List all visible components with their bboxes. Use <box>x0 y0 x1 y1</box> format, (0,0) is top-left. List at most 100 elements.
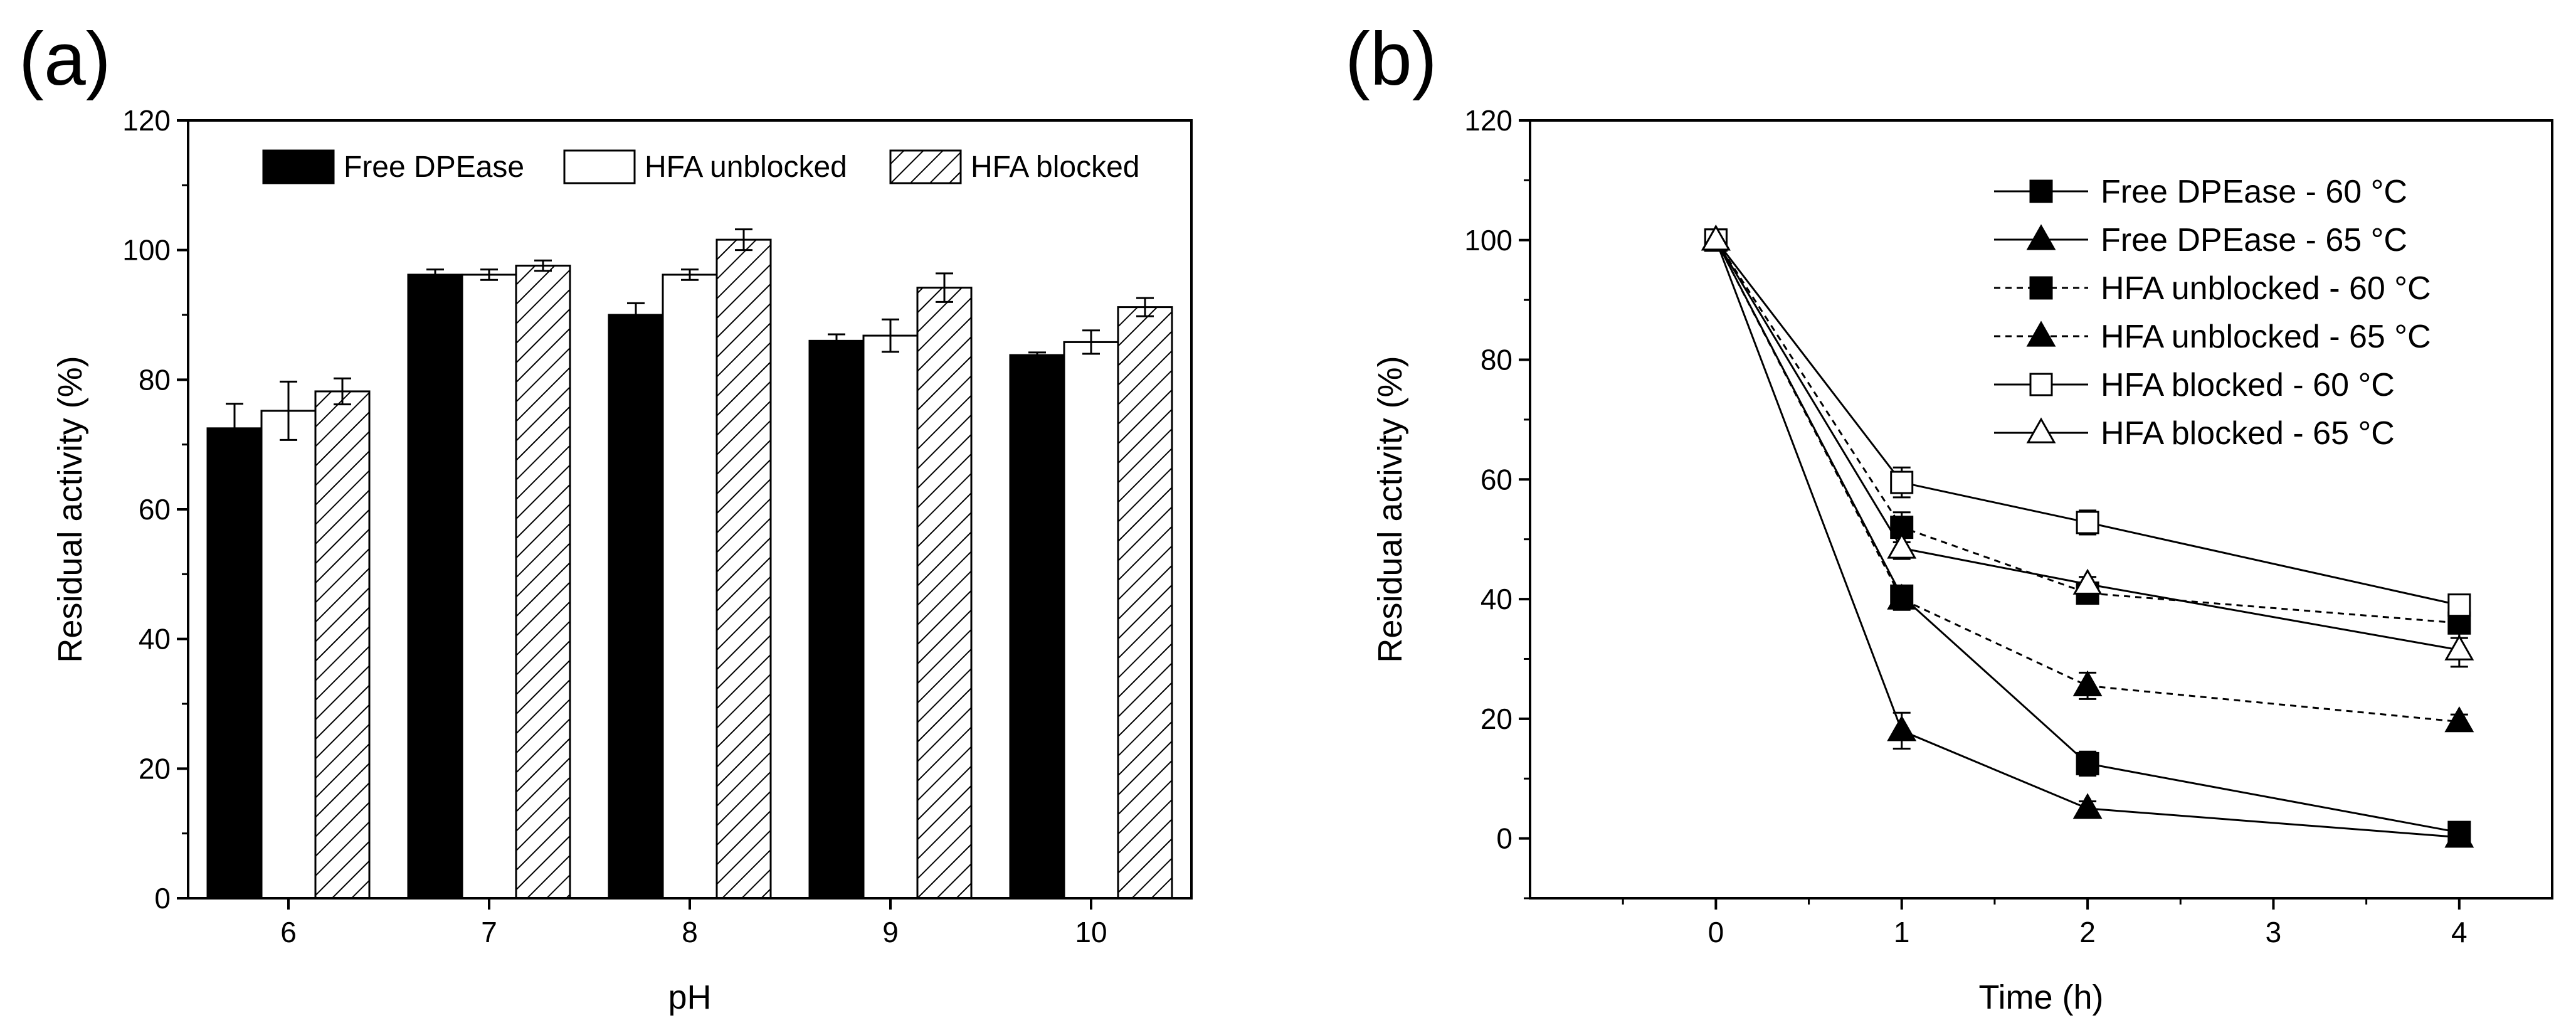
panel-b-point <box>2072 793 2103 819</box>
panel-b-legend-marker <box>2026 321 2056 347</box>
panel-b-y-tick-label: 0 <box>1496 822 1512 855</box>
panel-b-point <box>2444 822 2474 848</box>
panel-a: (a) 0 20 40 60 80 100 120 6 7 8 9 10 Free DPEase HFA … <box>19 17 1193 1016</box>
panel-a-bar <box>916 287 973 900</box>
panel-b-point <box>2444 634 2474 661</box>
panel-a-y-tick-label: 60 <box>139 493 171 526</box>
panel-b-series-line <box>1715 239 2459 624</box>
panel-a-bar <box>808 339 865 900</box>
panel-b-y-tick-label: 100 <box>1464 224 1512 257</box>
panel-b-x-axis-title: Time (h) <box>1979 979 2104 1016</box>
panel-b-legend-label: HFA blocked - 65 °C <box>2101 415 2395 452</box>
panel-b-x-tick-label: 0 <box>1708 916 1724 948</box>
panel-b-legend-marker <box>2029 276 2053 300</box>
panel-a-legend-label: HFA blocked <box>971 151 1139 184</box>
panel-b-point <box>2072 568 2103 595</box>
panel-b-series-line <box>1715 239 2460 651</box>
panel-b-legend: Free DPEase - 60 °C Free DPEase - 65 °C HF… <box>1994 174 2431 452</box>
panel-b-y-tick-label: 120 <box>1464 104 1512 137</box>
panel-a-legend-swatch <box>262 149 335 184</box>
panel-a-error-bar <box>534 259 552 272</box>
panel-a-bar <box>314 390 371 900</box>
panel-a-error-bar <box>334 377 351 406</box>
panel-a-plot-area: 0 20 40 60 80 100 120 6 7 8 9 10 Free DPEase HFA unbl… <box>122 104 1173 948</box>
panel-a-bar <box>260 410 317 900</box>
panel-b-y-tick-label: 40 <box>1481 583 1512 615</box>
panel-b: (b) 0 20 40 60 80 100 120 0 1 2 3 4 Free DPEase - 60… <box>1345 17 2553 1016</box>
panel-a-legend-label: HFA unblocked <box>645 151 847 184</box>
panel-a-x-tick-label: 10 <box>1075 916 1107 948</box>
panel-a-error-bar <box>426 268 444 281</box>
panel-a-y-tick-label: 120 <box>122 104 171 137</box>
panel-b-x-tick-label: 1 <box>1894 916 1910 948</box>
panel-a-bar <box>515 264 571 900</box>
panel-a-error-bar <box>1028 351 1046 359</box>
panel-b-point <box>1887 715 1917 741</box>
panel-a-y-tick-label: 20 <box>139 752 171 785</box>
panel-b-legend-marker <box>2029 179 2053 203</box>
panel-a-error-bar <box>280 380 297 441</box>
panel-b-label: (b) <box>1345 17 1437 101</box>
panel-a-error-bar <box>882 318 899 353</box>
panel-a-bar <box>1009 354 1065 900</box>
panel-b-point <box>2076 751 2099 775</box>
panel-a-y-tick-label: 0 <box>154 882 171 915</box>
panel-a-x-tick-label: 8 <box>682 916 698 948</box>
panel-a-error-bar <box>735 228 752 252</box>
panel-b-legend-marker <box>2029 373 2053 396</box>
panel-b-legend-label: HFA blocked - 60 °C <box>2101 367 2395 403</box>
panel-a-error-bar <box>1136 297 1154 317</box>
panel-b-legend-label: Free DPEase - 65 °C <box>2101 222 2407 258</box>
panel-b-series <box>1701 225 2474 668</box>
panel-a-bar <box>461 273 517 900</box>
panel-b-series-line <box>1714 240 2459 839</box>
panel-b-y-tick-label: 80 <box>1481 344 1512 376</box>
panel-b-x-tick-label: 2 <box>2079 916 2096 948</box>
panel-b-point <box>1887 583 1917 610</box>
panel-a-bar <box>608 314 664 900</box>
panel-a-x-tick-label: 6 <box>280 916 297 948</box>
panel-b-series-line <box>1715 240 2460 834</box>
panel-b-point <box>1890 470 1914 494</box>
panel-b-point <box>2076 511 2099 534</box>
panel-a-legend: Free DPEase HFA unblocked HFA blocked <box>262 149 1139 184</box>
panel-b-y-tick-label: 20 <box>1481 703 1512 735</box>
panel-a-y-tick-label: 40 <box>139 623 171 656</box>
panel-a-bar <box>862 334 919 900</box>
panel-a-y-tick-label: 80 <box>139 363 171 396</box>
panel-a-legend-label: Free DPEase <box>344 151 524 184</box>
panel-b-x-tick-label: 3 <box>2266 916 2282 948</box>
panel-a-error-bar <box>1082 329 1100 355</box>
panel-b-legend-label: HFA unblocked - 65 °C <box>2101 319 2431 355</box>
panel-a-bar <box>715 238 772 900</box>
panel-b-legend-label: Free DPEase - 60 °C <box>2101 174 2407 210</box>
panel-b-point <box>2072 670 2103 697</box>
panel-a-legend-swatch <box>563 149 636 184</box>
panel-a-frame <box>187 119 1193 900</box>
panel-a-x-tick-label: 9 <box>882 916 899 948</box>
panel-b-frame <box>1529 119 2553 900</box>
panel-a-label: (a) <box>19 17 111 101</box>
panel-a-error-bar <box>828 333 845 349</box>
panel-a-error-bar <box>681 268 699 281</box>
panel-a-bar <box>407 273 463 900</box>
panel-a-bar <box>662 273 718 900</box>
panel-a-x-axis-title: pH <box>668 979 711 1016</box>
panel-a-y-tick-label: 100 <box>122 234 171 267</box>
panel-a-error-bar <box>480 268 498 281</box>
panel-a-bar <box>206 427 263 900</box>
panel-a-error-bar <box>936 272 953 303</box>
panel-b-point <box>2444 706 2474 733</box>
panel-a-legend-swatch <box>889 149 962 184</box>
panel-a-error-bar <box>627 302 645 328</box>
panel-a-bar <box>1117 306 1173 900</box>
panel-b-series-line <box>1715 239 2460 607</box>
panel-b-legend-marker <box>2026 417 2056 443</box>
panel-b-legend-label: HFA unblocked - 60 °C <box>2101 270 2431 307</box>
panel-b-x-tick-label: 4 <box>2451 916 2468 948</box>
panel-a-x-tick-label: 7 <box>481 916 497 948</box>
panel-a-y-axis-title: Residual activity (%) <box>51 356 89 662</box>
panel-b-point <box>1887 533 1917 559</box>
